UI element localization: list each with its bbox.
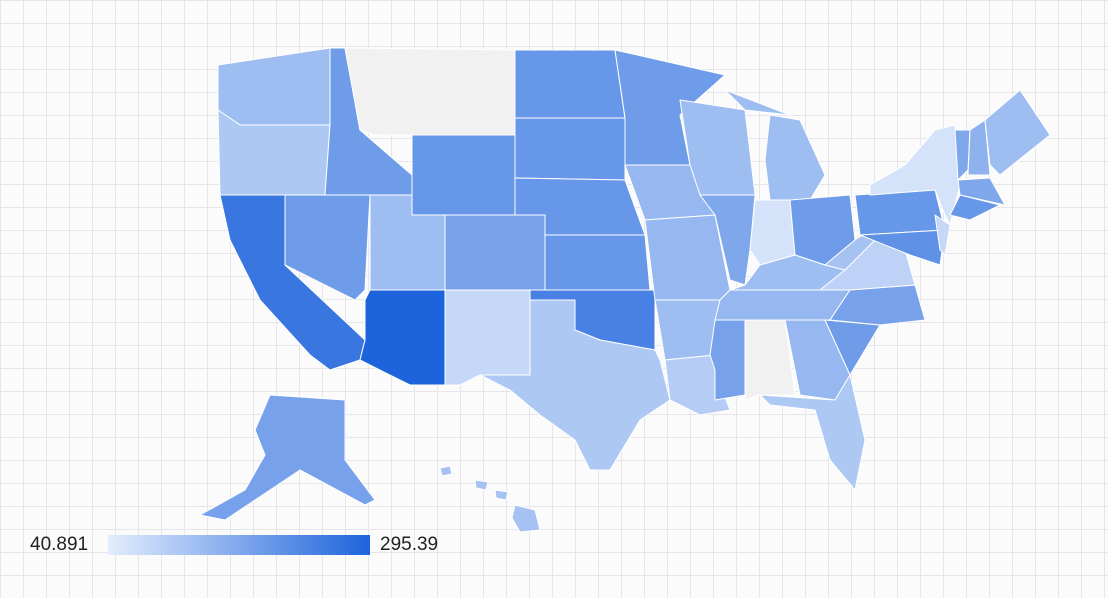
- state-shape: [859, 229, 946, 266]
- state: [199, 394, 376, 521]
- state: [544, 234, 651, 291]
- state: [439, 465, 541, 533]
- state: [411, 134, 516, 216]
- state-shape: [544, 234, 651, 291]
- legend-gradient: [108, 535, 370, 555]
- state-shape: [474, 479, 489, 491]
- state-shape: [709, 319, 746, 401]
- state: [749, 199, 796, 266]
- state-shape: [714, 289, 851, 321]
- state-shape: [217, 47, 331, 126]
- state: [829, 284, 926, 326]
- state: [714, 289, 851, 321]
- state-shape: [744, 319, 796, 401]
- state: [444, 214, 546, 291]
- state-shape: [949, 194, 1001, 221]
- state: [644, 214, 731, 301]
- state-shape: [829, 284, 926, 326]
- state-shape: [479, 299, 671, 471]
- state: [724, 89, 826, 201]
- state: [957, 177, 1006, 206]
- state: [984, 89, 1051, 176]
- state-shape: [957, 177, 1006, 206]
- legend-min-label: 40.891: [30, 534, 88, 555]
- state-shape: [749, 199, 796, 266]
- state-shape: [514, 117, 626, 181]
- state-shape: [759, 374, 866, 491]
- state-shape: [494, 489, 509, 501]
- state: [514, 49, 626, 119]
- state-shape: [934, 214, 951, 256]
- state-shape: [854, 189, 946, 236]
- state-shape: [764, 114, 826, 201]
- state-shape: [514, 49, 626, 119]
- state-shape: [724, 89, 791, 116]
- state-shape: [411, 134, 516, 216]
- state: [344, 47, 516, 136]
- state-shape: [444, 289, 531, 386]
- state-shape: [644, 214, 731, 301]
- states: [199, 47, 1051, 533]
- state: [854, 189, 946, 236]
- state: [217, 47, 331, 126]
- state-shape: [439, 465, 453, 477]
- state: [759, 374, 866, 491]
- state: [859, 229, 946, 266]
- state: [359, 289, 446, 386]
- legend-max-label: 295.39: [380, 534, 438, 555]
- state-shape: [967, 119, 991, 176]
- state: [479, 299, 671, 471]
- state: [444, 289, 531, 386]
- state-shape: [344, 47, 516, 136]
- state: [744, 319, 796, 401]
- state-shape: [359, 289, 446, 386]
- state: [967, 119, 991, 176]
- state-shape: [199, 394, 376, 521]
- state: [514, 117, 626, 181]
- state: [709, 319, 746, 401]
- state-shape: [984, 89, 1051, 176]
- state-shape: [444, 214, 546, 291]
- state: [934, 214, 951, 256]
- state: [949, 194, 1001, 221]
- state-shape: [511, 504, 541, 533]
